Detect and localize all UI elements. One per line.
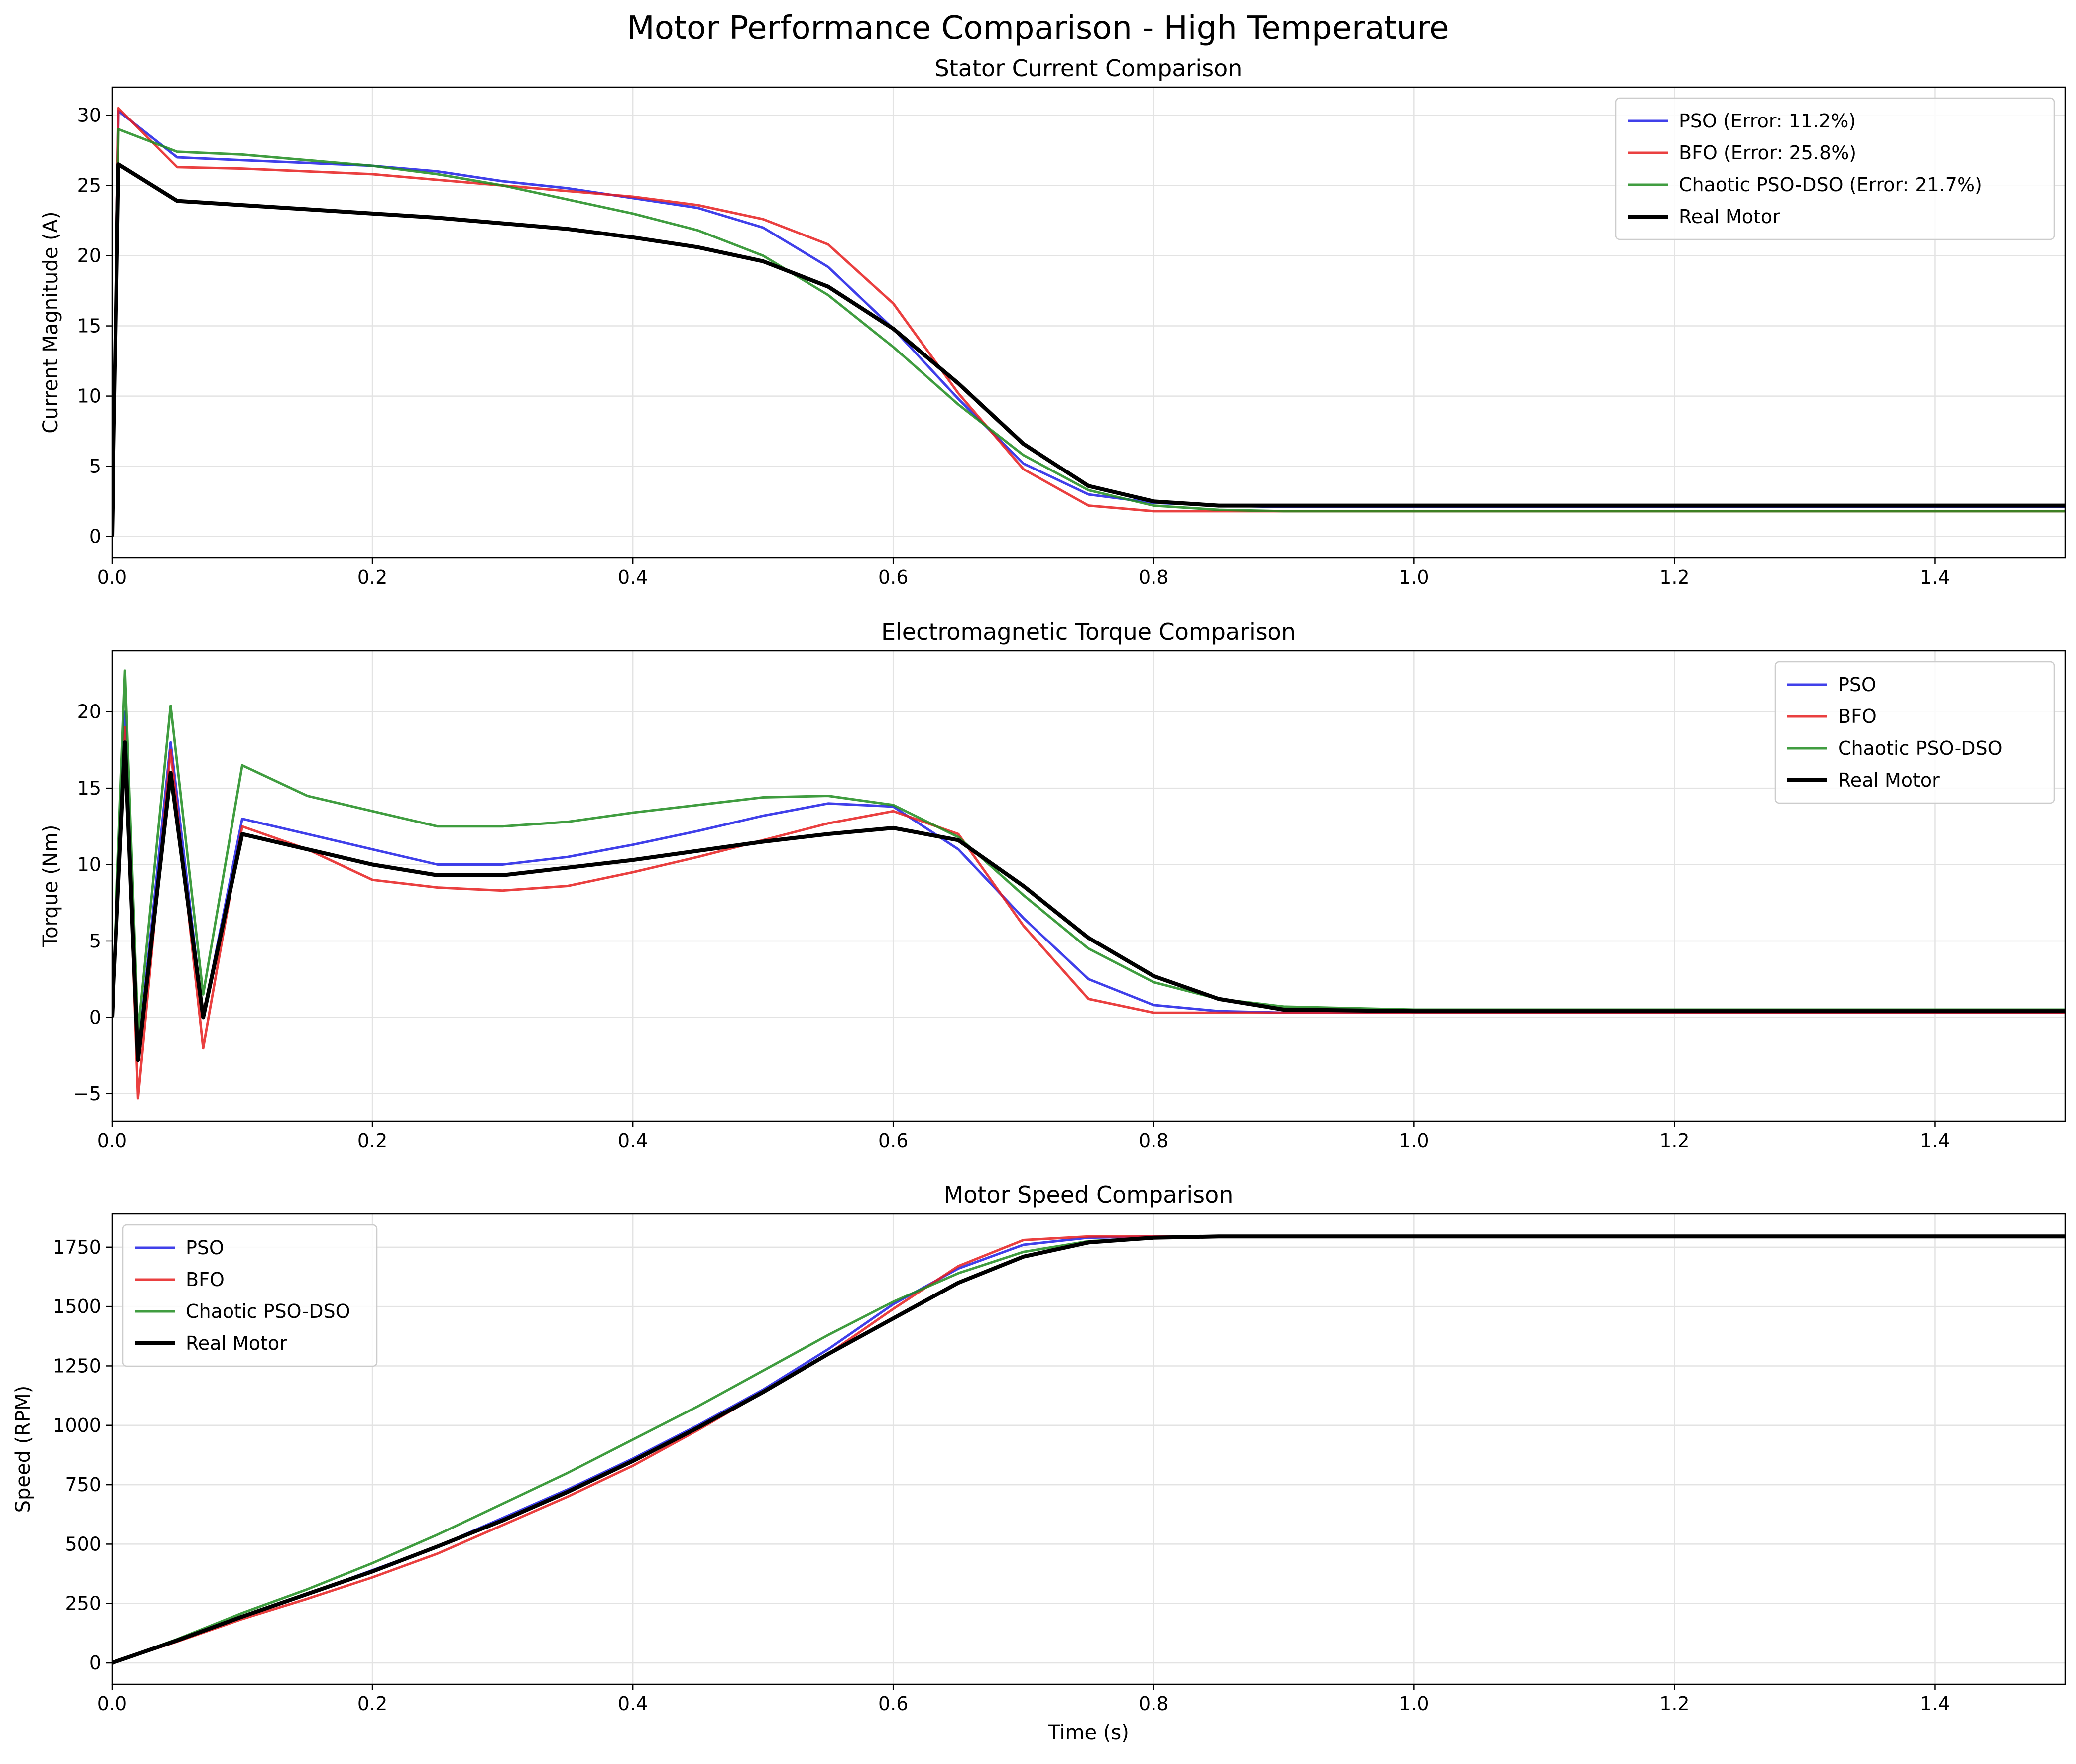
x-tick-label: 1.2	[1659, 1130, 1689, 1152]
x-tick-label: 0.0	[97, 1130, 127, 1152]
series-line-real-motor	[112, 740, 2065, 1062]
y-tick-label: 15	[77, 315, 101, 337]
x-tick-label: 0.8	[1139, 566, 1168, 588]
series-line-real-motor	[112, 162, 2065, 537]
y-tick-label: 1750	[53, 1236, 101, 1258]
x-tick-label: 0.6	[878, 1130, 908, 1152]
legend-entry: Real Motor	[186, 1332, 287, 1354]
y-tick-label: 1000	[53, 1414, 101, 1436]
y-tick-label: 5	[89, 456, 101, 477]
y-tick-label: 1500	[53, 1295, 101, 1317]
legend-entry: Chaotic PSO-DSO	[1838, 737, 2003, 759]
y-tick-label: 20	[77, 701, 101, 723]
y-tick-label: 500	[65, 1533, 101, 1555]
x-tick-label: 1.2	[1659, 1693, 1689, 1715]
y-axis-label: Current Magnitude (A)	[39, 211, 62, 433]
legend: PSO BFO Chaotic PSO-DSO Real Motor	[1774, 661, 2055, 804]
axes-frame	[111, 650, 2066, 1122]
y-tick-label: 750	[65, 1474, 101, 1496]
legend: PSO BFO Chaotic PSO-DSO Real Motor	[122, 1224, 378, 1367]
axes-frame	[111, 1213, 2066, 1685]
legend-box	[1615, 97, 2055, 240]
panel-stator-current: 0.0 0.2 0.4 0.6 0.8 1.0 1.2 1.4 0 5 10 15 20 25 30 Stat…	[39, 55, 2066, 588]
legend-entry: PSO	[1838, 674, 1876, 696]
grid	[111, 651, 2065, 1121]
legend-entry: PSO (Error: 11.2%)	[1679, 110, 1856, 132]
legend-entry: Real Motor	[1838, 769, 1940, 791]
y-tick-label: 250	[65, 1593, 101, 1615]
y-axis-label: Speed (RPM)	[12, 1386, 35, 1513]
legend-entry: BFO	[1838, 706, 1877, 727]
series-line-chaotic-pso-dso-error-21-7	[112, 128, 2065, 537]
y-tick-label: 15	[77, 777, 101, 799]
x-tick-label: 1.0	[1399, 566, 1429, 588]
series-line-bfo	[112, 725, 2065, 1100]
panel-title: Electromagnetic Torque Comparison	[881, 618, 1296, 645]
series-lines	[112, 1234, 2065, 1665]
series-line-bfo	[112, 1235, 2065, 1664]
panel-speed: 0.0 0.2 0.4 0.6 0.8 1.0 1.2 1.4 0 250 500 750 1000 12…	[12, 1181, 2066, 1744]
legend-box	[122, 1224, 378, 1367]
y-tick-label: 30	[77, 104, 101, 126]
x-tick-label: 0.6	[878, 1693, 908, 1715]
y-tick-label: 10	[77, 854, 101, 876]
figure-suptitle: Motor Performance Comparison - High Temp…	[627, 10, 1449, 47]
x-tick-label: 1.0	[1399, 1693, 1429, 1715]
legend-entry: PSO	[186, 1237, 224, 1259]
y-tick-label: 25	[77, 174, 101, 196]
x-tick-label: 0.8	[1139, 1693, 1168, 1715]
x-tick-label: 1.4	[1920, 1693, 1950, 1715]
y-tick-label: 20	[77, 245, 101, 267]
y-tick-label: 0	[89, 1006, 101, 1028]
legend-entry: BFO	[186, 1269, 225, 1291]
series-line-real-motor	[112, 1234, 2065, 1665]
series-line-chaotic-pso-dso	[112, 1235, 2065, 1664]
series-lines	[112, 107, 2065, 537]
y-tick-label: 5	[89, 930, 101, 952]
y-tick-label: 10	[77, 385, 101, 407]
y-tick-label: 1250	[53, 1355, 101, 1377]
legend-box	[1774, 661, 2055, 804]
x-tick-label: 1.4	[1920, 1130, 1950, 1152]
series-line-pso	[112, 1235, 2065, 1664]
y-tick-label: 0	[89, 526, 101, 548]
x-tick-label: 1.4	[1920, 566, 1950, 588]
x-tick-label: 0.2	[357, 566, 387, 588]
x-tick-label: 0.2	[357, 1693, 387, 1715]
x-tick-label: 0.2	[357, 1130, 387, 1152]
y-axis-label: Torque (Nm)	[39, 824, 62, 947]
legend: PSO (Error: 11.2%) BFO (Error: 25.8%) Chao…	[1615, 97, 2055, 240]
x-tick-label: 0.4	[618, 1693, 648, 1715]
x-tick-label: 0.4	[618, 1130, 648, 1152]
x-tick-label: 0.0	[97, 1693, 127, 1715]
y-tick-label: −5	[73, 1083, 101, 1105]
series-lines	[112, 669, 2065, 1100]
x-tick-label: 1.2	[1659, 566, 1689, 588]
x-tick-label: 1.0	[1399, 1130, 1429, 1152]
y-tick-label: 0	[89, 1652, 101, 1674]
legend-entry: BFO (Error: 25.8%)	[1679, 142, 1856, 164]
panel-torque: 0.0 0.2 0.4 0.6 0.8 1.0 1.2 1.4 −5 0 5 10 15 20 Electr…	[39, 618, 2066, 1152]
grid	[111, 1214, 2065, 1684]
x-tick-label: 0.8	[1139, 1130, 1168, 1152]
axes-frame	[111, 86, 2066, 559]
legend-entry: Real Motor	[1679, 206, 1780, 228]
panel-title: Stator Current Comparison	[935, 55, 1243, 82]
legend-entry: Chaotic PSO-DSO (Error: 21.7%)	[1679, 174, 1982, 196]
panel-title: Motor Speed Comparison	[944, 1181, 1234, 1208]
x-axis-label: Time (s)	[1047, 1721, 1129, 1744]
x-tick-label: 0.6	[878, 566, 908, 588]
x-tick-label: 0.4	[618, 566, 648, 588]
x-tick-label: 0.0	[97, 566, 127, 588]
legend-entry: Chaotic PSO-DSO	[186, 1300, 350, 1322]
